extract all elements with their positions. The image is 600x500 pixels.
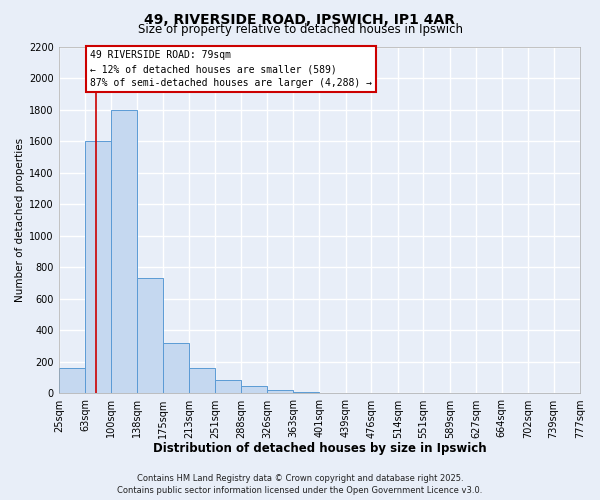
Bar: [268, 390, 293, 394]
Text: 49 RIVERSIDE ROAD: 79sqm
← 12% of detached houses are smaller (589)
87% of semi-: 49 RIVERSIDE ROAD: 79sqm ← 12% of detach…: [90, 50, 372, 88]
Bar: [111, 110, 137, 394]
Text: Contains HM Land Registry data © Crown copyright and database right 2025.
Contai: Contains HM Land Registry data © Crown c…: [118, 474, 482, 495]
Y-axis label: Number of detached properties: Number of detached properties: [15, 138, 25, 302]
Bar: [59, 368, 85, 394]
X-axis label: Distribution of detached houses by size in Ipswich: Distribution of detached houses by size …: [152, 442, 486, 455]
Bar: [137, 278, 163, 394]
Bar: [215, 380, 241, 394]
Bar: [189, 368, 215, 394]
Text: Size of property relative to detached houses in Ipswich: Size of property relative to detached ho…: [137, 22, 463, 36]
Bar: [241, 386, 268, 394]
Bar: [163, 343, 189, 394]
Text: 49, RIVERSIDE ROAD, IPSWICH, IP1 4AR: 49, RIVERSIDE ROAD, IPSWICH, IP1 4AR: [145, 12, 455, 26]
Bar: [85, 141, 111, 394]
Bar: [293, 392, 319, 394]
